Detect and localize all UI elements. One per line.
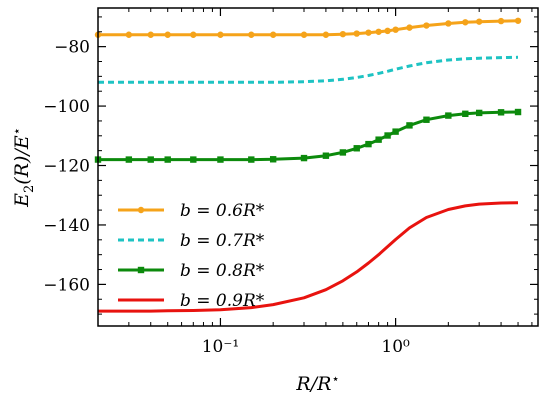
series-1-point: [423, 22, 430, 29]
series-line-4: [98, 201, 519, 313]
series-1-point: [269, 31, 277, 38]
legend-label-3: b = 0.8R*: [180, 261, 265, 281]
series-3-point: [375, 136, 382, 143]
series-1-point: [375, 28, 382, 35]
series-3-point: [475, 109, 483, 117]
series-3-point: [164, 156, 171, 163]
series-1-point: [406, 24, 413, 31]
series-1-point: [339, 30, 347, 38]
series-3-point: [190, 156, 197, 163]
series-3-point: [514, 108, 522, 116]
legend-marker-3: [137, 266, 145, 274]
series-3-point: [322, 152, 330, 159]
series-line-1: [98, 19, 519, 37]
y-axis-label: E2(R)/E⋆: [10, 127, 37, 208]
series-1-point: [190, 31, 197, 38]
series-1-point: [164, 31, 171, 38]
series-1-point: [497, 17, 505, 25]
series-line-2: [98, 55, 519, 84]
y-tick-label: −160: [43, 275, 90, 295]
series-3-point: [365, 140, 372, 148]
series-3-point: [248, 156, 255, 163]
y-tick-label: −80: [54, 38, 90, 58]
series-3-point: [462, 110, 469, 118]
plot-marks: [94, 17, 522, 313]
x-tick-label: 10⁻¹: [202, 337, 239, 357]
series-1-point: [392, 26, 399, 33]
series-1-point: [514, 17, 522, 24]
series-3-point: [300, 154, 308, 162]
series-1-point: [353, 30, 360, 37]
legend-label-1: b = 0.6R*: [180, 201, 265, 221]
series-1-point: [125, 31, 133, 38]
series-3-point: [497, 109, 505, 116]
series-3-point: [269, 156, 277, 163]
series-3-point: [384, 132, 391, 139]
y-tick-label: −100: [43, 97, 90, 117]
y-tick-label: −120: [43, 157, 90, 177]
series-3-point: [125, 156, 133, 163]
series-1-point: [445, 20, 452, 27]
legend: b = 0.6R* b = 0.7R* b = 0.8R* b = 0.9R*: [118, 201, 265, 311]
legend-marker-1: [137, 206, 145, 214]
series-3-point: [339, 149, 347, 156]
series-line-3: [98, 110, 519, 162]
series-3-point: [217, 156, 224, 163]
series-1-point: [300, 31, 308, 38]
series-1-point: [217, 31, 224, 38]
series-3-point: [147, 156, 154, 163]
series-1-point: [365, 29, 372, 36]
series-1-point: [322, 31, 330, 38]
legend-label-4: b = 0.9R*: [180, 291, 265, 311]
series-3-point: [406, 122, 413, 129]
legend-label-2: b = 0.7R*: [180, 231, 265, 251]
series-3-point: [392, 128, 399, 135]
series-1-point: [462, 19, 469, 26]
series-1-point: [248, 31, 255, 38]
x-axis-label: R/R⋆: [295, 372, 339, 395]
series-3-point: [353, 145, 360, 152]
series-3-point: [445, 112, 452, 119]
series-1-point: [475, 18, 483, 25]
series-1-point: [147, 31, 154, 38]
axis-ticks: −80 −100 −120 −140 −160 10⁻¹ 10⁰: [43, 8, 538, 357]
y-tick-label: −140: [43, 216, 90, 236]
series-3-point: [423, 116, 430, 123]
x-tick-label: 10⁰: [381, 337, 410, 357]
plot-frame: [97, 7, 539, 327]
series-1-point: [384, 27, 391, 35]
